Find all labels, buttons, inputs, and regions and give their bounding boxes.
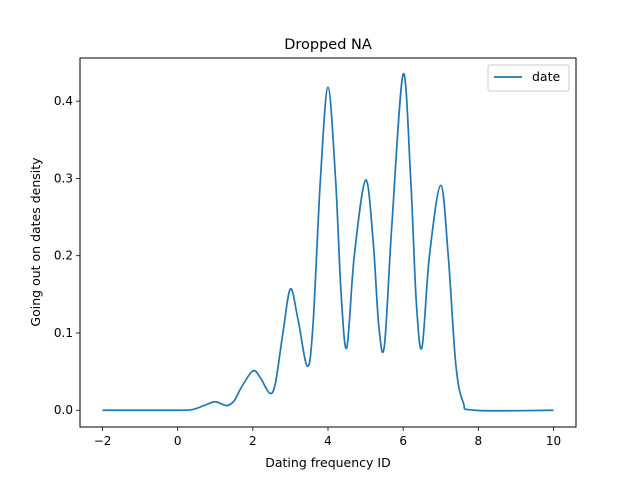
legend: date (487, 64, 570, 92)
x-tick-label: 10 (546, 434, 561, 448)
legend-label-date: date (532, 69, 560, 84)
x-axis-label: Dating frequency ID (265, 455, 390, 470)
x-axis: −2 0 2 4 6 8 10 (94, 427, 561, 448)
x-tick-label: 0 (174, 434, 182, 448)
legend-box (487, 64, 570, 92)
y-tick-label: 0.3 (54, 171, 73, 185)
y-tick-label: 0.4 (54, 94, 73, 108)
x-tick-label: 2 (249, 434, 257, 448)
x-tick-label: 4 (324, 434, 332, 448)
y-tick-label: 0.2 (54, 249, 73, 263)
y-axis-label: Going out on dates density (28, 157, 43, 327)
series-line-date (102, 73, 554, 412)
chart-title: Dropped NA (284, 37, 372, 53)
x-tick-label: 6 (399, 434, 407, 448)
y-axis: 0.0 0.1 0.2 0.3 0.4 (54, 94, 80, 417)
y-tick-label: 0.1 (54, 326, 73, 340)
x-tick-label: −2 (94, 434, 112, 448)
x-tick-label: 8 (474, 434, 482, 448)
y-tick-label: 0.0 (54, 403, 73, 417)
